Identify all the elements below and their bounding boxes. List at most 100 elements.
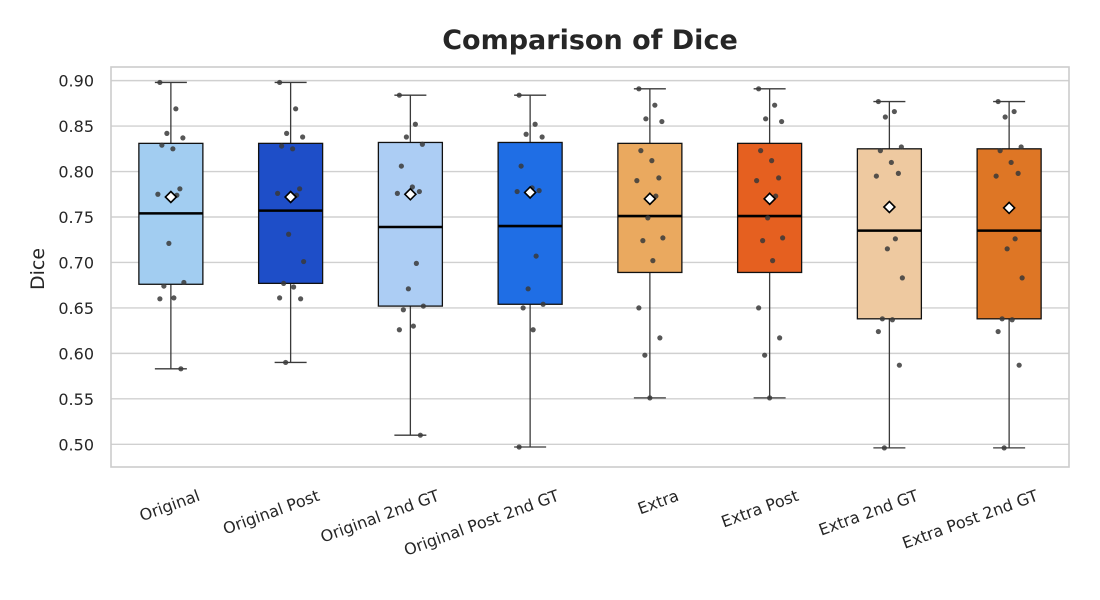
data-point bbox=[177, 186, 183, 192]
data-point bbox=[754, 178, 760, 184]
data-point bbox=[398, 163, 404, 169]
box bbox=[976, 148, 1042, 320]
data-point bbox=[660, 235, 666, 241]
y-tick-label: 0.70 bbox=[58, 253, 94, 272]
data-point bbox=[157, 296, 163, 302]
data-point bbox=[640, 238, 646, 244]
data-point bbox=[995, 98, 1001, 105]
data-point bbox=[1004, 246, 1010, 252]
box-series bbox=[138, 79, 1042, 451]
mean-marker bbox=[164, 190, 178, 204]
data-point bbox=[656, 175, 662, 181]
box bbox=[736, 142, 803, 274]
data-point bbox=[1011, 108, 1017, 115]
box-group bbox=[497, 92, 563, 450]
data-point bbox=[291, 284, 297, 290]
data-point bbox=[645, 215, 651, 221]
mean-marker bbox=[1002, 201, 1016, 215]
box-group bbox=[617, 86, 683, 401]
data-point bbox=[1008, 159, 1014, 166]
data-point bbox=[277, 79, 283, 86]
data-point bbox=[772, 102, 778, 108]
data-point bbox=[643, 116, 649, 122]
data-point bbox=[420, 303, 426, 309]
data-point bbox=[1015, 170, 1021, 176]
data-point bbox=[161, 283, 167, 289]
data-point bbox=[516, 92, 522, 98]
data-point bbox=[286, 231, 292, 237]
data-point bbox=[882, 114, 888, 120]
data-point bbox=[164, 130, 170, 136]
data-point bbox=[652, 102, 658, 108]
box bbox=[377, 141, 444, 307]
data-point bbox=[647, 395, 653, 401]
data-point bbox=[159, 142, 165, 148]
data-point bbox=[898, 144, 904, 150]
data-point bbox=[516, 444, 522, 450]
data-point bbox=[899, 275, 905, 281]
data-point bbox=[180, 135, 186, 141]
data-point bbox=[895, 170, 901, 176]
data-point bbox=[995, 328, 1001, 335]
data-point bbox=[155, 191, 161, 197]
mean-marker bbox=[403, 187, 418, 201]
data-point bbox=[769, 158, 775, 164]
data-point bbox=[394, 190, 400, 196]
data-point bbox=[758, 148, 764, 154]
data-point bbox=[1016, 362, 1022, 368]
data-point bbox=[879, 316, 885, 322]
y-tick-label: 0.75 bbox=[58, 208, 94, 227]
data-point bbox=[297, 186, 303, 192]
data-point bbox=[1012, 236, 1018, 242]
data-point bbox=[1009, 317, 1015, 323]
y-tick-label: 0.55 bbox=[58, 390, 94, 409]
data-point bbox=[638, 148, 644, 154]
data-point bbox=[649, 158, 655, 164]
y-axis-label: Dice bbox=[27, 248, 49, 290]
data-point bbox=[657, 335, 663, 341]
mean-marker bbox=[523, 185, 537, 200]
data-point bbox=[525, 286, 531, 292]
data-point bbox=[412, 121, 418, 127]
data-point bbox=[409, 184, 415, 190]
data-point bbox=[763, 116, 769, 122]
y-tick-label: 0.90 bbox=[58, 72, 94, 91]
y-tick-label: 0.50 bbox=[58, 435, 94, 454]
box-group bbox=[377, 92, 444, 438]
box-group bbox=[736, 86, 803, 401]
data-point bbox=[178, 366, 184, 372]
y-tick-label: 0.65 bbox=[58, 299, 94, 318]
data-point bbox=[293, 106, 299, 112]
data-point bbox=[762, 352, 768, 358]
data-point bbox=[277, 295, 283, 301]
data-point bbox=[767, 395, 773, 401]
data-point bbox=[396, 92, 402, 98]
data-point bbox=[283, 359, 289, 366]
data-point bbox=[523, 131, 529, 137]
data-point bbox=[540, 301, 546, 307]
data-point bbox=[405, 286, 411, 292]
data-point bbox=[1019, 275, 1025, 281]
data-point bbox=[157, 79, 163, 86]
box bbox=[497, 141, 563, 305]
mean-marker bbox=[283, 190, 298, 204]
data-point bbox=[518, 163, 524, 169]
data-point bbox=[171, 295, 177, 301]
data-point bbox=[400, 307, 406, 313]
data-point bbox=[889, 317, 895, 323]
data-point bbox=[765, 215, 771, 221]
data-point bbox=[896, 362, 902, 368]
data-point bbox=[539, 134, 545, 140]
data-point bbox=[875, 98, 881, 105]
box bbox=[617, 142, 683, 274]
data-point bbox=[419, 141, 425, 147]
data-point bbox=[756, 86, 762, 92]
data-point bbox=[417, 432, 423, 438]
data-point bbox=[514, 188, 520, 195]
box bbox=[856, 148, 923, 320]
data-point bbox=[300, 134, 306, 140]
data-point bbox=[181, 279, 187, 286]
data-point bbox=[875, 328, 881, 335]
data-point bbox=[877, 148, 883, 154]
